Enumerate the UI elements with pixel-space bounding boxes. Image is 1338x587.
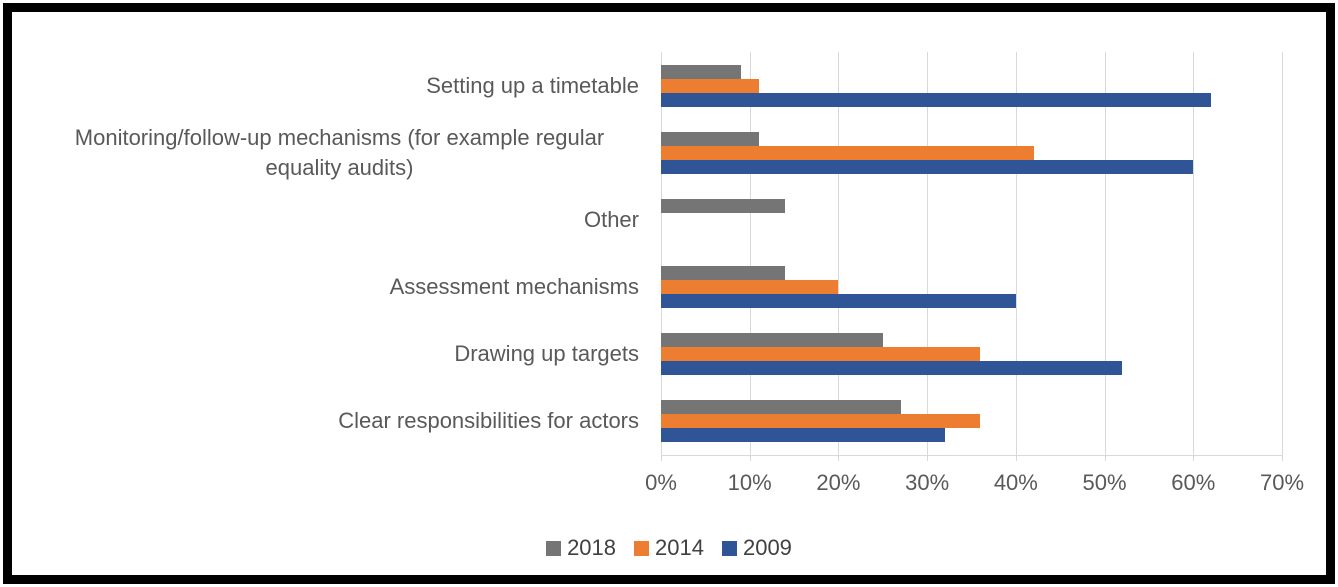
bar-2009: [661, 294, 1016, 309]
plot-area: [661, 52, 1283, 461]
bar-group: [661, 254, 1282, 321]
bar-2014: [661, 145, 1034, 160]
x-tick-label: 20%: [816, 470, 861, 495]
bar-2018: [661, 198, 786, 213]
bar-group: [661, 119, 1282, 186]
gridline: [1104, 52, 1106, 455]
x-tick-label: 50%: [1082, 470, 1127, 495]
bar-2018: [661, 266, 786, 281]
category-label: Other: [40, 186, 639, 253]
gridline: [838, 52, 840, 455]
category-label-text: Other: [583, 206, 639, 232]
legend: 2018 2014 2009: [12, 535, 1326, 561]
category-label-text: Setting up a timetable: [426, 72, 639, 98]
category-label: Monitoring/follow-up mechanisms (for exa…: [40, 119, 639, 186]
bar-2014: [661, 347, 981, 362]
x-tick-label: 10%: [727, 470, 772, 495]
category-label-text: Assessment mechanisms: [389, 274, 639, 300]
axis-tick: [661, 455, 662, 461]
category-label: Drawing up targets: [40, 321, 639, 388]
bar-2014: [661, 414, 981, 429]
axis-tick: [1193, 455, 1195, 461]
bar-2014: [661, 280, 839, 295]
axis-tick: [1104, 455, 1106, 461]
category-label: Setting up a timetable: [40, 52, 639, 119]
legend-swatch-icon: [634, 540, 650, 556]
x-axis-line: [661, 455, 1283, 456]
x-tick-label: 60%: [1171, 470, 1216, 495]
chart-frame: Setting up a timetable Monitoring/follow-…: [3, 3, 1335, 584]
gridline: [927, 52, 929, 455]
legend-label: 2018: [567, 535, 617, 560]
legend-item-2014: 2014: [634, 535, 704, 561]
bar-group: [661, 52, 1282, 119]
category-axis: Setting up a timetable Monitoring/follow-…: [40, 52, 639, 455]
bar-2018: [661, 333, 883, 348]
gridline: [661, 52, 662, 455]
bar-2009: [661, 159, 1194, 174]
category-label-text: Drawing up targets: [454, 341, 639, 367]
axis-tick: [838, 455, 840, 461]
legend-item-2018: 2018: [546, 535, 616, 561]
bar-group: [661, 186, 1282, 253]
axis-tick: [927, 455, 929, 461]
x-tick-label: 30%: [905, 470, 950, 495]
category-label-text: Clear responsibilities for actors: [338, 408, 639, 434]
axis-tick: [1015, 455, 1017, 461]
gridline: [1193, 52, 1195, 455]
gridline: [1282, 52, 1283, 455]
x-tick-label: 40%: [993, 470, 1038, 495]
legend-label: 2014: [655, 535, 704, 560]
x-tick-label: 0%: [645, 470, 677, 495]
bar-2009: [661, 361, 1123, 376]
x-tick-label: 70%: [1259, 470, 1305, 495]
axis-tick: [749, 455, 751, 461]
bar-2018: [661, 400, 901, 415]
bar-2018: [661, 131, 759, 146]
bar-chart: Setting up a timetable Monitoring/follow-…: [12, 12, 1326, 575]
bar-2018: [661, 64, 741, 79]
bar-2009: [661, 92, 1212, 107]
bar-2014: [661, 78, 759, 93]
axis-tick: [1282, 455, 1283, 461]
legend-swatch-icon: [721, 540, 737, 556]
gridline: [749, 52, 751, 455]
legend-item-2009: 2009: [721, 535, 792, 561]
legend-swatch-icon: [546, 540, 562, 556]
bar-group: [661, 321, 1282, 388]
category-label: Clear responsibilities for actors: [40, 388, 639, 455]
category-label-text: Monitoring/follow-up mechanisms (for exa…: [74, 124, 605, 180]
legend-label: 2009: [742, 535, 792, 560]
category-label: Assessment mechanisms: [40, 254, 639, 321]
bar-group: [661, 388, 1282, 455]
gridline: [1015, 52, 1017, 455]
bar-2009: [661, 428, 945, 443]
